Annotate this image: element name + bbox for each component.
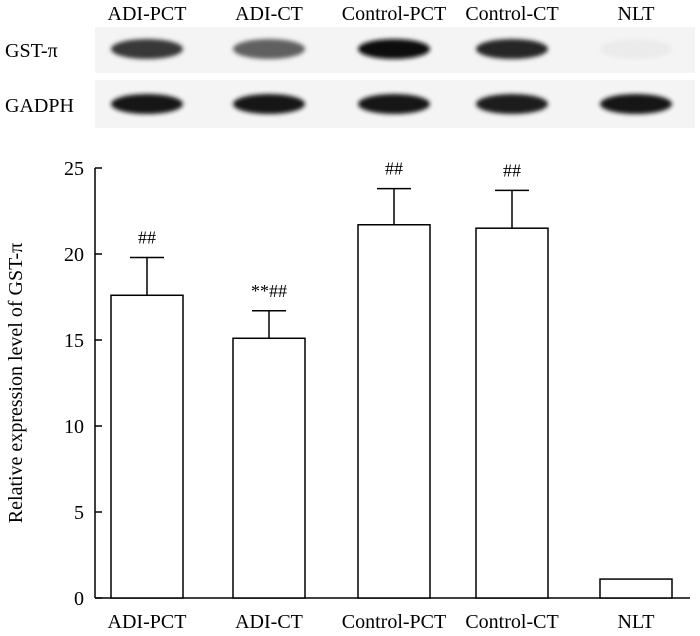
blot-lane-label: ADI-PCT (108, 3, 187, 25)
blot-row-label-gst: GST-π (5, 40, 58, 62)
x-tick-label: ADI-CT (235, 611, 303, 633)
y-tick-label: 20 (64, 244, 84, 266)
blot-band (233, 39, 305, 59)
blot-lane-label: NLT (617, 3, 654, 25)
significance-annotation: ## (503, 160, 521, 180)
blot-band (358, 39, 430, 59)
blot-band (111, 94, 183, 114)
blot-band (476, 39, 548, 59)
blot-band (358, 94, 430, 114)
x-axis-tick-labels: ADI-PCT ADI-CT Control-PCT Control-CT NLT (108, 611, 655, 633)
blot-lane-label: ADI-CT (235, 3, 303, 25)
significance-annotation: ## (385, 159, 403, 179)
blot-lane-label: Control-CT (465, 3, 558, 25)
bar (599, 578, 673, 599)
significance-annotation: **## (251, 281, 287, 301)
blot-lane-label: Control-PCT (342, 3, 446, 25)
western-blot: ADI-PCT ADI-CT Control-PCT Control-CT NLT GS… (5, 3, 695, 128)
bar-chart: 0 5 10 15 20 25 Relative expression level of … (5, 158, 690, 633)
bar (357, 224, 431, 599)
y-tick-label: 5 (74, 502, 84, 524)
blot-band (233, 94, 305, 114)
bar (232, 337, 306, 599)
blot-band (111, 39, 183, 59)
x-tick-label: Control-PCT (342, 611, 446, 633)
y-axis-ticks: 0 5 10 15 20 25 (64, 158, 102, 610)
x-tick-label: ADI-PCT (108, 611, 187, 633)
blot-bands (111, 39, 672, 114)
bar (475, 227, 549, 599)
significance-annotation: ## (138, 227, 156, 247)
blot-band (600, 94, 672, 114)
y-tick-label: 0 (74, 588, 84, 610)
x-tick-label: Control-CT (465, 611, 558, 633)
blot-band (600, 39, 672, 59)
blot-row-label-gadph: GADPH (5, 95, 74, 117)
blot-lane-labels: ADI-PCT ADI-CT Control-PCT Control-CT NLT (108, 3, 655, 25)
blot-band (476, 94, 548, 114)
y-tick-label: 15 (64, 330, 84, 352)
bar (110, 294, 184, 599)
y-tick-label: 25 (64, 158, 84, 180)
bars: ## **## ## ## (110, 159, 673, 599)
y-tick-label: 10 (64, 416, 84, 438)
y-axis-label: Relative expression level of GST-π (5, 243, 27, 523)
x-tick-label: NLT (617, 611, 654, 633)
